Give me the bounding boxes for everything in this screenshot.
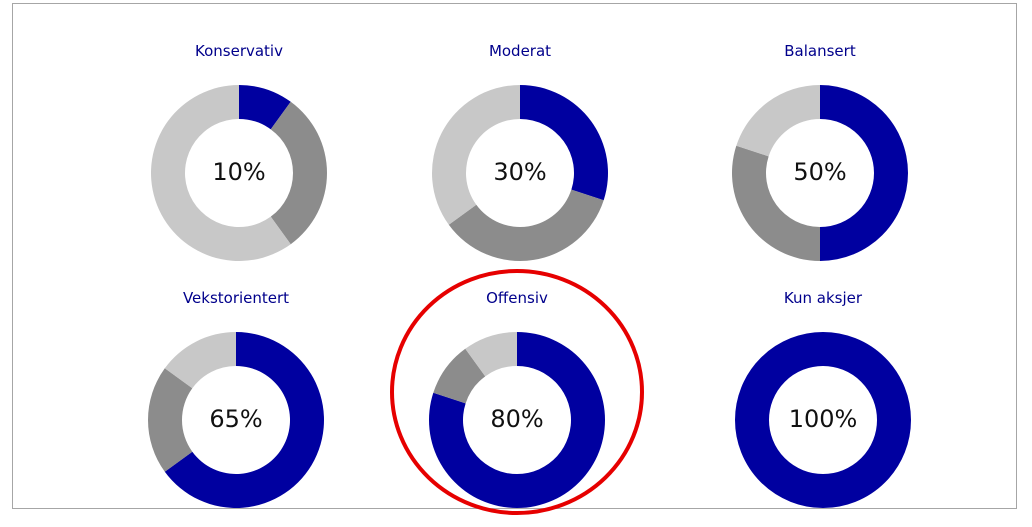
- highlight-circle: [390, 269, 644, 515]
- portfolio-moderat: Moderat 30%: [410, 40, 630, 280]
- center-percentage-label: 50%: [793, 158, 846, 186]
- donut-slice-1: [448, 189, 604, 261]
- portfolio-title: Moderat: [488, 42, 552, 60]
- highlight-circle-outline: [390, 269, 644, 515]
- donut-chart: 50%: [732, 85, 908, 261]
- donut-slice-0: [735, 332, 911, 508]
- center-percentage-label: 30%: [493, 158, 546, 186]
- portfolio-konservativ: Konservativ 10%: [129, 40, 349, 280]
- portfolio-title: Offensiv: [486, 289, 548, 307]
- portfolio-title: Balansert: [784, 42, 856, 60]
- donut-slice-1: [148, 368, 193, 472]
- portfolio-title: Vekstorientert: [182, 289, 290, 307]
- donut-slice-0: [820, 85, 908, 261]
- portfolio-kun-aksjer: Kun aksjer 100%: [713, 287, 933, 527]
- center-percentage-label: 10%: [212, 158, 265, 186]
- donut-slice-0: [520, 85, 608, 201]
- donut-slice-0: [164, 332, 324, 508]
- portfolio-offensiv: Offensiv 80%: [407, 287, 627, 527]
- donut-slice-1: [732, 145, 820, 261]
- donut-slice-2: [432, 85, 520, 225]
- donut-slice-1: [270, 101, 327, 245]
- portfolio-title: Konservativ: [195, 42, 283, 60]
- center-percentage-label: 80%: [490, 405, 543, 433]
- portfolio-title: Kun aksjer: [783, 289, 863, 307]
- donut-chart: 30%: [432, 85, 608, 261]
- donut-slice-0: [429, 332, 605, 508]
- donut-slice-2: [465, 332, 517, 377]
- donut-chart: 100%: [735, 332, 911, 508]
- center-percentage-label: 100%: [789, 405, 858, 433]
- donut-chart: 80%: [429, 332, 605, 508]
- donut-slice-2: [736, 85, 820, 157]
- portfolio-balansert: Balansert 50%: [710, 40, 930, 280]
- donut-slice-1: [433, 348, 486, 404]
- donut-chart: 10%: [151, 85, 327, 261]
- center-percentage-label: 65%: [209, 405, 262, 433]
- portfolio-vekstorientert: Vekstorientert 65%: [126, 287, 346, 527]
- donut-slice-0: [239, 85, 291, 130]
- donut-slice-2: [151, 85, 291, 261]
- donut-slice-2: [164, 332, 236, 389]
- chart-frame: Konservativ 10% Moderat 30% Balansert 50…: [12, 3, 1017, 509]
- donut-chart: 65%: [148, 332, 324, 508]
